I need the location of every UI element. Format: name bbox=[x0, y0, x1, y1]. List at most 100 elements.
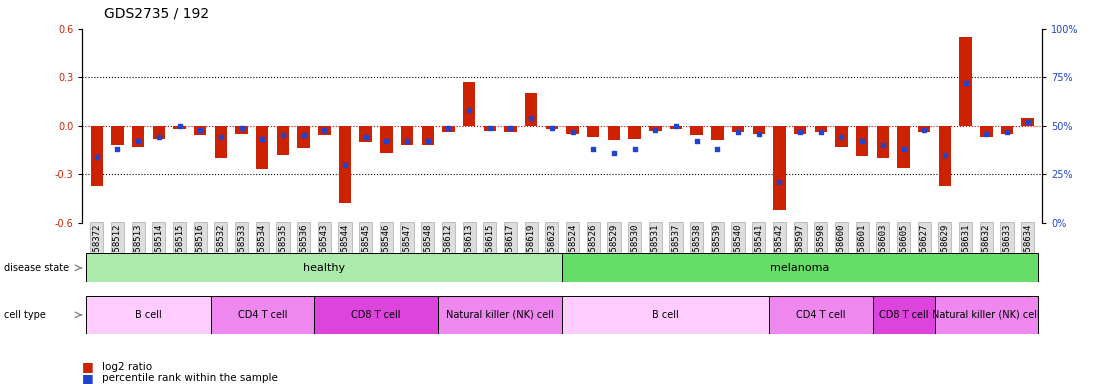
Bar bbox=[215, 126, 227, 158]
Bar bbox=[505, 126, 517, 132]
Bar bbox=[690, 126, 703, 136]
Point bbox=[357, 134, 374, 141]
Bar bbox=[939, 126, 951, 185]
Point bbox=[480, 125, 498, 131]
Text: melanoma: melanoma bbox=[770, 263, 829, 273]
Bar bbox=[562, 296, 769, 334]
Bar bbox=[835, 126, 848, 147]
Point bbox=[667, 123, 685, 129]
Point bbox=[998, 129, 1016, 135]
Point bbox=[543, 125, 561, 131]
Text: Natural killer (NK) cell: Natural killer (NK) cell bbox=[932, 310, 1040, 320]
Bar bbox=[980, 126, 993, 137]
Bar bbox=[256, 126, 269, 169]
Point bbox=[129, 138, 147, 144]
Bar bbox=[794, 126, 806, 134]
Text: B cell: B cell bbox=[135, 310, 162, 320]
Bar bbox=[194, 126, 206, 136]
Bar bbox=[421, 126, 434, 145]
Point bbox=[585, 146, 602, 152]
Text: healthy: healthy bbox=[303, 263, 346, 273]
Text: ■: ■ bbox=[82, 360, 94, 373]
Bar bbox=[111, 126, 124, 145]
Bar bbox=[360, 126, 372, 142]
Bar bbox=[91, 126, 103, 185]
Point bbox=[212, 134, 229, 141]
Text: Natural killer (NK) cell: Natural killer (NK) cell bbox=[446, 310, 554, 320]
Bar bbox=[649, 126, 661, 131]
Point bbox=[501, 125, 519, 131]
Point bbox=[109, 146, 126, 152]
Bar bbox=[314, 296, 438, 334]
Point bbox=[377, 138, 395, 144]
Point bbox=[709, 146, 726, 152]
Point bbox=[853, 138, 871, 144]
Point bbox=[419, 138, 437, 144]
Point bbox=[874, 142, 892, 148]
Text: CD4 T cell: CD4 T cell bbox=[796, 310, 846, 320]
Point bbox=[295, 132, 313, 139]
Point bbox=[730, 129, 747, 135]
Point bbox=[646, 127, 664, 133]
Bar bbox=[87, 296, 211, 334]
Point bbox=[233, 125, 250, 131]
Bar bbox=[773, 126, 785, 210]
Bar bbox=[711, 126, 724, 140]
Point bbox=[88, 154, 105, 160]
Point bbox=[461, 107, 478, 113]
Bar bbox=[484, 126, 496, 131]
Text: log2 ratio: log2 ratio bbox=[102, 362, 152, 372]
Bar bbox=[877, 126, 889, 158]
Point bbox=[191, 127, 208, 133]
Point bbox=[171, 123, 189, 129]
Bar bbox=[629, 126, 641, 139]
Point bbox=[274, 132, 292, 139]
Point bbox=[833, 134, 850, 141]
Bar bbox=[87, 253, 562, 282]
Bar bbox=[173, 126, 185, 129]
Point bbox=[336, 161, 353, 167]
Text: percentile rank within the sample: percentile rank within the sample bbox=[102, 373, 278, 383]
Text: cell type: cell type bbox=[4, 310, 46, 320]
Bar bbox=[463, 82, 475, 126]
Bar bbox=[438, 296, 562, 334]
Bar bbox=[566, 126, 579, 134]
Bar bbox=[815, 126, 827, 132]
Point bbox=[916, 127, 934, 133]
Text: ■: ■ bbox=[82, 372, 94, 384]
Bar bbox=[935, 296, 1038, 334]
Bar bbox=[545, 126, 558, 129]
Bar bbox=[236, 126, 248, 134]
Bar bbox=[211, 296, 314, 334]
Bar bbox=[670, 126, 682, 129]
Point bbox=[522, 115, 540, 121]
Bar bbox=[297, 126, 309, 148]
Bar bbox=[381, 126, 393, 153]
Point bbox=[895, 146, 913, 152]
Text: disease state: disease state bbox=[4, 263, 69, 273]
Point bbox=[316, 127, 333, 133]
Bar bbox=[753, 126, 765, 134]
Bar bbox=[769, 296, 872, 334]
Bar bbox=[132, 126, 145, 147]
Point bbox=[564, 129, 581, 135]
Bar bbox=[897, 126, 909, 168]
Bar bbox=[856, 126, 869, 156]
Point bbox=[398, 138, 416, 144]
Bar bbox=[276, 126, 290, 155]
Point bbox=[688, 138, 705, 144]
Text: CD8 T cell: CD8 T cell bbox=[879, 310, 928, 320]
Text: CD4 T cell: CD4 T cell bbox=[238, 310, 287, 320]
Bar bbox=[318, 126, 330, 136]
Point bbox=[626, 146, 644, 152]
Point bbox=[977, 131, 995, 137]
Point bbox=[750, 131, 768, 137]
Point bbox=[253, 136, 271, 142]
Bar bbox=[918, 126, 930, 132]
Bar bbox=[587, 126, 599, 137]
Point bbox=[791, 129, 808, 135]
Point bbox=[957, 80, 974, 86]
Bar bbox=[608, 126, 620, 140]
Bar bbox=[960, 37, 972, 126]
Bar bbox=[442, 126, 454, 132]
